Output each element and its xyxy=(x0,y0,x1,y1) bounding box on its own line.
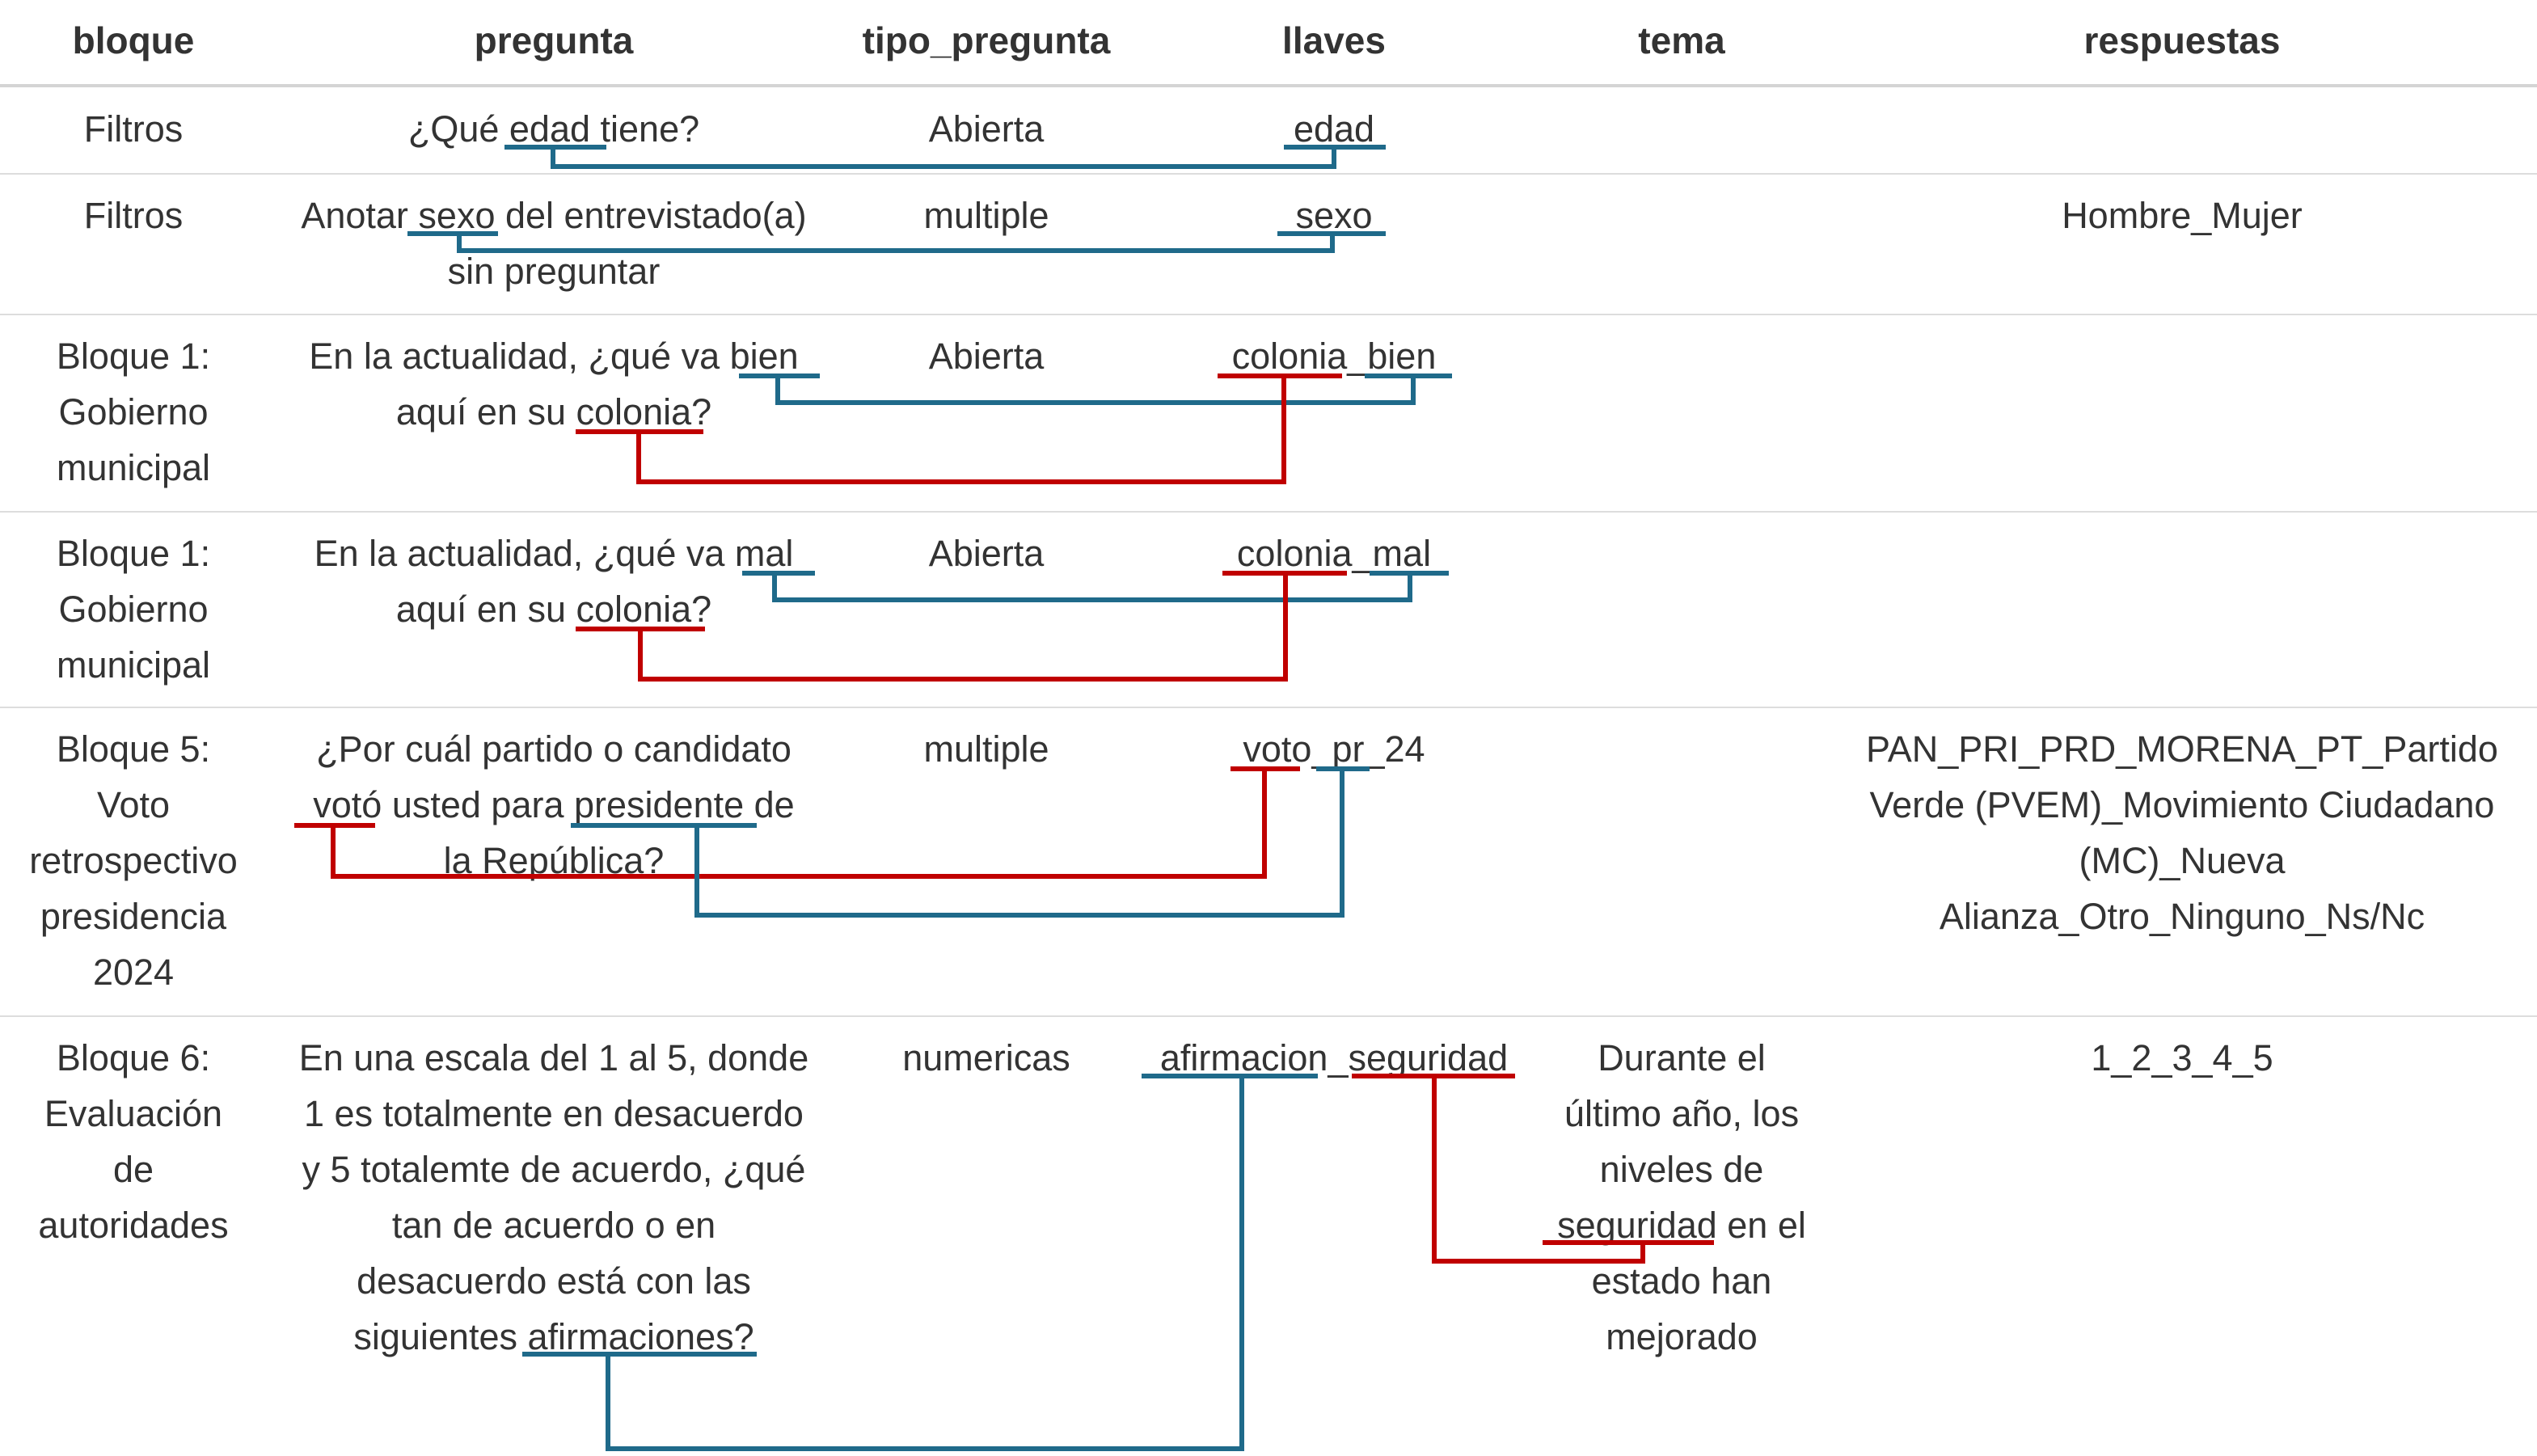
row6-tipo-pregunta: numericas xyxy=(902,1037,1070,1078)
row5-respuestas-line2: Verde (PVEM)_Movimiento Ciudadano xyxy=(1869,784,2495,825)
row5-respuestas-line1: PAN_PRI_PRD_MORENA_PT_Partido xyxy=(1866,728,2498,770)
row2-pregunta-line1: Anotar sexo del entrevistado(a) xyxy=(301,195,807,236)
row3-bloque-line1: Bloque 1: xyxy=(56,336,211,377)
row6-bloque-line3: de xyxy=(112,1149,154,1190)
header-tema: tema xyxy=(1638,19,1725,61)
row4-bloque-line3: municipal xyxy=(56,644,211,686)
connector-presidente xyxy=(571,766,1370,918)
row6-pregunta-line1: En una escala del 1 al 5, donde xyxy=(298,1037,809,1078)
row1-tipo-pregunta: Abierta xyxy=(928,108,1045,150)
connector-bien xyxy=(739,373,1452,405)
row-divider xyxy=(0,1015,2537,1017)
row6-respuestas: 1_2_3_4_5 xyxy=(2091,1037,2273,1078)
row6-tema-line3: niveles de xyxy=(1599,1149,1764,1190)
row5-respuestas-line3: (MC)_Nueva xyxy=(2079,840,2286,881)
row6-bloque-line2: Evaluación xyxy=(44,1093,223,1134)
row3-pregunta-line2: aquí en su colonia? xyxy=(395,391,712,433)
row1-llaves: edad xyxy=(1293,108,1375,150)
connector-edad xyxy=(504,145,1386,169)
row5-bloque-line2: Voto xyxy=(96,784,171,825)
row5-bloque-line5: 2024 xyxy=(92,952,175,993)
row2-llaves: sexo xyxy=(1295,195,1373,236)
row5-bloque-line3: retrospectivo xyxy=(29,840,238,881)
row6-llaves: afirmacion_seguridad xyxy=(1159,1037,1509,1078)
row2-tipo-pregunta: multiple xyxy=(923,195,1049,236)
row5-respuestas-line4: Alianza_Otro_Ninguno_Ns/Nc xyxy=(1939,896,2425,937)
connector-seguridad xyxy=(1352,1074,1714,1264)
row2-bloque: Filtros xyxy=(83,195,184,236)
row6-tema-line6: mejorado xyxy=(1606,1316,1758,1357)
row-divider xyxy=(0,173,2537,175)
row3-bloque-line3: municipal xyxy=(56,447,211,488)
row2-respuestas: Hombre_Mujer xyxy=(2062,195,2303,236)
connector-colonia-bien xyxy=(576,373,1342,484)
row6-tema-line2: último año, los xyxy=(1564,1093,1800,1134)
row-divider xyxy=(0,707,2537,708)
connector-colonia-mal xyxy=(576,571,1347,682)
row6-bloque-line1: Bloque 6: xyxy=(56,1037,211,1078)
row5-bloque-line1: Bloque 5: xyxy=(56,728,211,770)
row5-pregunta-line2: votó usted para presidente de xyxy=(313,784,795,825)
header-tipo-pregunta: tipo_pregunta xyxy=(862,19,1111,61)
row3-pregunta-line1: En la actualidad, ¿qué va bien xyxy=(309,336,799,377)
connector-mal xyxy=(742,571,1449,602)
connector-sexo xyxy=(407,231,1386,253)
row5-pregunta-line1: ¿Por cuál partido o candidato xyxy=(316,728,791,770)
header-respuestas: respuestas xyxy=(2083,19,2281,61)
row5-llaves: voto_pr_24 xyxy=(1243,728,1425,770)
header-bloque: bloque xyxy=(72,19,195,61)
row4-pregunta-line2: aquí en su colonia? xyxy=(395,589,712,630)
row6-pregunta-line2: 1 es totalmente en desacuerdo xyxy=(304,1093,804,1134)
connector-voto xyxy=(294,766,1300,879)
row6-pregunta-line3: y 5 totalemte de acuerdo, ¿qué xyxy=(302,1149,806,1190)
row4-pregunta-line1: En la actualidad, ¿qué va mal xyxy=(314,533,794,574)
row4-bloque-line2: Gobierno xyxy=(58,589,209,630)
row-divider xyxy=(0,314,2537,315)
connector-afirmacion xyxy=(522,1074,1318,1451)
header-llaves: llaves xyxy=(1282,19,1386,61)
header-pregunta: pregunta xyxy=(474,19,634,61)
row6-tema-line1: Durante el xyxy=(1598,1037,1766,1078)
row4-tipo-pregunta: Abierta xyxy=(928,533,1045,574)
row1-bloque: Filtros xyxy=(83,108,184,150)
row4-llaves: colonia_mal xyxy=(1236,533,1432,574)
row4-bloque-line1: Bloque 1: xyxy=(56,533,211,574)
row6-tema-line4: seguridad en el xyxy=(1557,1205,1806,1246)
row5-tipo-pregunta: multiple xyxy=(923,728,1049,770)
header-divider xyxy=(0,84,2537,87)
row3-tipo-pregunta: Abierta xyxy=(928,336,1045,377)
row6-pregunta-line6: siguientes afirmaciones? xyxy=(353,1316,754,1357)
row6-tema-line5: estado han xyxy=(1591,1260,1772,1302)
row3-llaves: colonia_bien xyxy=(1231,336,1437,377)
row3-bloque-line2: Gobierno xyxy=(58,391,209,433)
row2-pregunta-line2: sin preguntar xyxy=(447,251,661,292)
row1-pregunta: ¿Qué edad tiene? xyxy=(407,108,700,150)
row6-pregunta-line4: tan de acuerdo o en xyxy=(391,1205,716,1246)
row6-bloque-line4: autoridades xyxy=(38,1205,229,1246)
row-divider xyxy=(0,511,2537,513)
row5-bloque-line4: presidencia xyxy=(40,896,227,937)
row6-pregunta-line5: desacuerdo está con las xyxy=(357,1260,751,1302)
